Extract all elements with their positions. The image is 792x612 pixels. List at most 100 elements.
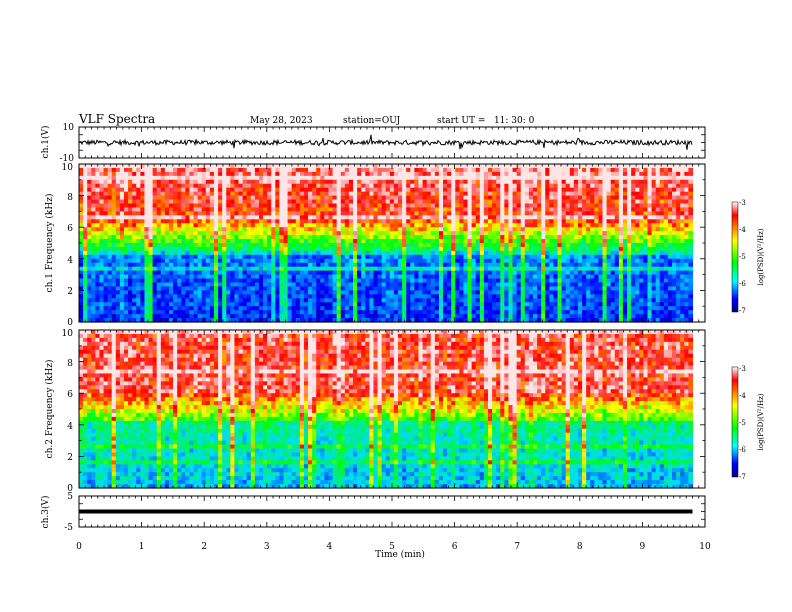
spectrogram-cell: [144, 207, 150, 212]
spectrogram-cell: [398, 286, 403, 291]
spectrogram-cell: [610, 231, 616, 236]
spectrogram-cell: [676, 187, 681, 193]
spectrogram-cell: [537, 239, 542, 244]
spectrogram-cell: [246, 262, 252, 268]
spectrogram-cell: [398, 243, 403, 248]
spectrogram-cell: [418, 191, 424, 197]
spectrogram-cell: [344, 262, 350, 268]
spectrogram-cell: [606, 171, 612, 177]
spectrogram-cell: [406, 278, 411, 284]
spectrogram-cell: [528, 167, 534, 173]
spectrogram-cell: [393, 274, 399, 280]
spectrogram-cell: [492, 183, 497, 189]
spectrogram-cell: [389, 183, 395, 189]
spectrogram-cell: [680, 286, 685, 291]
spectrogram-cell: [643, 266, 649, 272]
spectrogram-cell: [680, 167, 685, 173]
spectrogram-cell: [647, 286, 653, 291]
spectrogram-cell: [164, 187, 170, 193]
spectrogram-cell: [467, 195, 473, 201]
spectrogram-cell: [557, 207, 563, 212]
spectrogram-cell: [79, 179, 84, 185]
spectrogram-cell: [365, 183, 370, 189]
spectrogram-cell: [389, 266, 395, 272]
spectrogram-cell: [299, 223, 305, 228]
spectrogram-cell: [148, 235, 154, 240]
spectrogram-cell: [467, 175, 473, 181]
spectrogram-cell: [487, 199, 493, 205]
spectrogram-cell: [577, 187, 583, 193]
spectrogram-cell: [263, 223, 268, 228]
spectrogram-cell: [336, 215, 342, 220]
spectrogram-cell: [218, 227, 223, 232]
spectrogram-cell: [79, 219, 84, 224]
spectrogram-cell: [602, 274, 608, 280]
spectrogram-cell: [487, 227, 493, 232]
spectrogram-cell: [173, 235, 178, 240]
spectrogram-cell: [177, 290, 182, 295]
spectrogram-cell: [279, 250, 285, 256]
spectrogram-cell: [577, 235, 583, 240]
spectrogram-cell: [516, 227, 522, 232]
spectrogram-cell: [222, 286, 227, 291]
spectrogram-cell: [631, 243, 636, 248]
spectrogram-cell: [254, 262, 260, 268]
spectrogram-cell: [471, 223, 477, 228]
spectrogram-cell: [353, 199, 358, 205]
spectrogram-cell: [680, 219, 685, 224]
spectrogram-cell: [447, 195, 452, 201]
spectrogram-cell: [614, 219, 620, 224]
spectrogram-cell: [353, 254, 358, 260]
spectrogram-cell: [443, 191, 448, 197]
spectrogram-cell: [463, 231, 469, 236]
spectrogram-cell: [438, 227, 444, 232]
spectrogram-cell: [91, 207, 96, 212]
spectrogram-cell: [218, 243, 223, 248]
spectrogram-cell: [459, 175, 465, 181]
spectrogram-cell: [655, 243, 661, 248]
spectrogram-cell: [663, 183, 669, 189]
ch1-waveform-panel: 10 -10 ch.1(V): [40, 123, 706, 164]
spectrogram-cell: [430, 223, 436, 228]
spectrogram-cell: [344, 167, 350, 173]
spectrogram-cell: [119, 179, 125, 185]
spectrogram-cell: [123, 231, 129, 236]
spectrogram-cell: [303, 171, 309, 177]
spectrogram-cell: [218, 282, 223, 288]
spectrogram-cell: [119, 175, 125, 181]
spectrogram-cell: [586, 183, 591, 189]
spectrogram-cell: [83, 227, 88, 232]
spectrogram-cell: [189, 187, 195, 193]
spectrogram-cell: [487, 171, 493, 177]
spectrogram-cell: [516, 231, 522, 236]
spectrogram-cell: [426, 266, 432, 272]
spectrogram-cell: [430, 266, 436, 272]
spectrogram-cell: [340, 207, 346, 212]
spectrogram-cell: [275, 187, 280, 193]
spectrogram-cell: [275, 175, 280, 181]
spectrogram-cell: [516, 179, 522, 185]
spectrogram-cell: [680, 254, 685, 260]
spectrogram-cell: [185, 231, 191, 236]
spectrogram-cell: [111, 203, 117, 209]
spectrogram-cell: [103, 219, 109, 224]
spectrogram-cell: [528, 243, 534, 248]
spectrogram-cell: [565, 203, 571, 209]
spectrogram-cell: [606, 266, 612, 272]
spectrogram-cell: [164, 207, 170, 212]
spectrogram-cell: [181, 235, 186, 240]
spectrogram-cell: [377, 211, 383, 216]
spectrogram-cell: [193, 270, 199, 276]
spectrogram-cell: [275, 239, 280, 244]
spectrogram-cell: [189, 191, 195, 197]
spectrogram-cell: [193, 258, 199, 264]
spectrogram-cell: [299, 262, 305, 268]
spectrogram-cell: [393, 250, 399, 256]
spectrogram-cell: [418, 266, 424, 272]
spectrogram-cell: [234, 167, 240, 173]
spectrogram-cell: [610, 164, 616, 169]
spectrogram-cell: [557, 164, 563, 169]
spectrogram-cell: [684, 207, 689, 212]
spectrogram-cell: [119, 270, 125, 276]
spectrogram-cell: [410, 239, 415, 244]
